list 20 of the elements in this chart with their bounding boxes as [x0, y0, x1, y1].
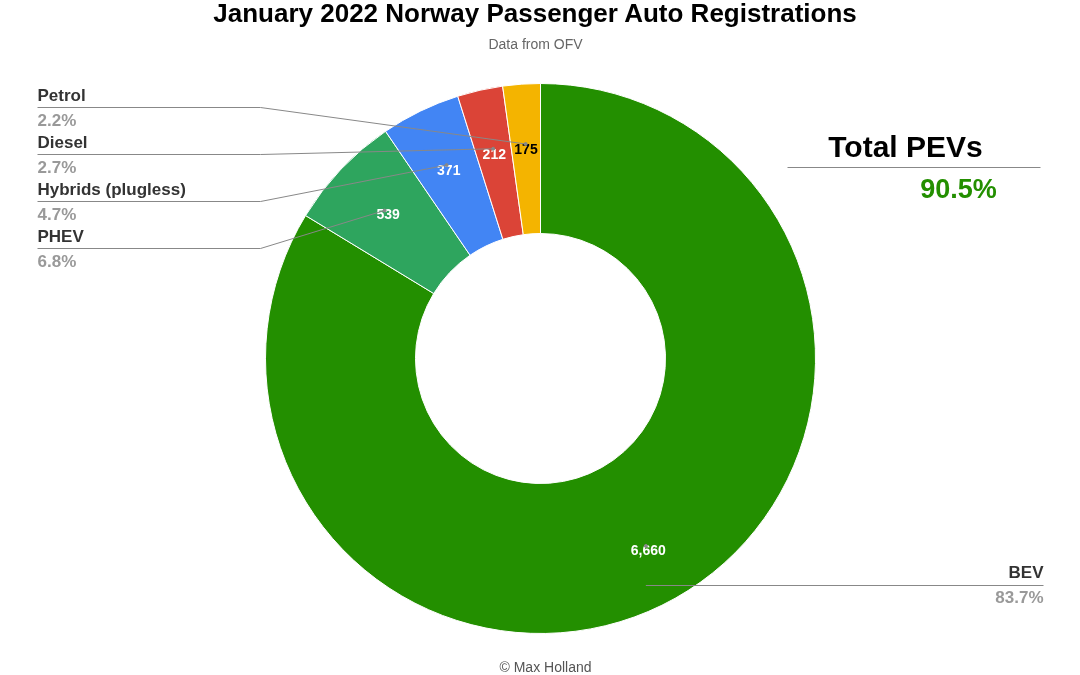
text: 2.2% [37, 111, 77, 130]
text: 6.8% [37, 252, 77, 271]
text: 83.7% [995, 588, 1044, 607]
text: 90.5% [920, 173, 997, 204]
data-label: 212 [482, 145, 507, 162]
data-label: 371 [437, 161, 461, 178]
text: 2.7% [37, 158, 77, 177]
data-label: 539 [376, 205, 401, 222]
slice-label: Hybrids (plugless) [37, 180, 186, 199]
chart-subtitle: Data from OFV [488, 35, 584, 52]
text: Total PEVs [828, 130, 983, 163]
slice-label: Petrol [37, 86, 86, 105]
slice-label: PHEV [37, 227, 85, 246]
data-label: 175 [514, 141, 538, 157]
slice-label: Diesel [37, 133, 88, 152]
text: 4.7% [37, 205, 77, 224]
text: © Max Holland [499, 658, 592, 675]
chart-title: January 2022 Norway Passenger Auto Registrations [213, 0, 857, 28]
data-label: 6,660 [630, 542, 667, 559]
slice-label: BEV [1008, 563, 1045, 582]
